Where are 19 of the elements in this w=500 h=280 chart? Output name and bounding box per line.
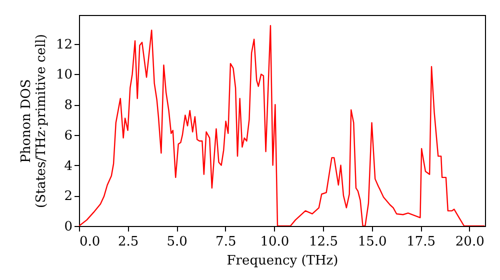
x-tick-label: 17.5 [406, 234, 436, 250]
x-tick-label: 7.5 [216, 234, 236, 250]
y-tick-label: 8 [64, 98, 72, 114]
y-tick-label: 0 [64, 220, 72, 234]
x-tick-label: 5.0 [166, 234, 188, 250]
x-tick-label: 10.0 [260, 234, 290, 250]
x-tick-label: 12.5 [309, 234, 338, 250]
y-tick-label: 6 [64, 128, 72, 144]
y-axis-title: Phonon DOS (States/THz·primitive cell) [18, 34, 49, 208]
line-series [79, 25, 485, 226]
y-tick-label: 12 [56, 37, 72, 52]
y-tick-label: 4 [64, 158, 72, 174]
y-tick-label: 10 [56, 68, 72, 83]
x-tick-label: 2.5 [118, 234, 139, 250]
x-tick-label: 0.0 [80, 234, 100, 250]
x-tick-label: 15.0 [358, 234, 387, 250]
y-tick-label: 2 [64, 189, 72, 204]
x-axis-title: Frequency (THz) [226, 254, 338, 268]
x-tick-label: 20.0 [455, 234, 484, 250]
